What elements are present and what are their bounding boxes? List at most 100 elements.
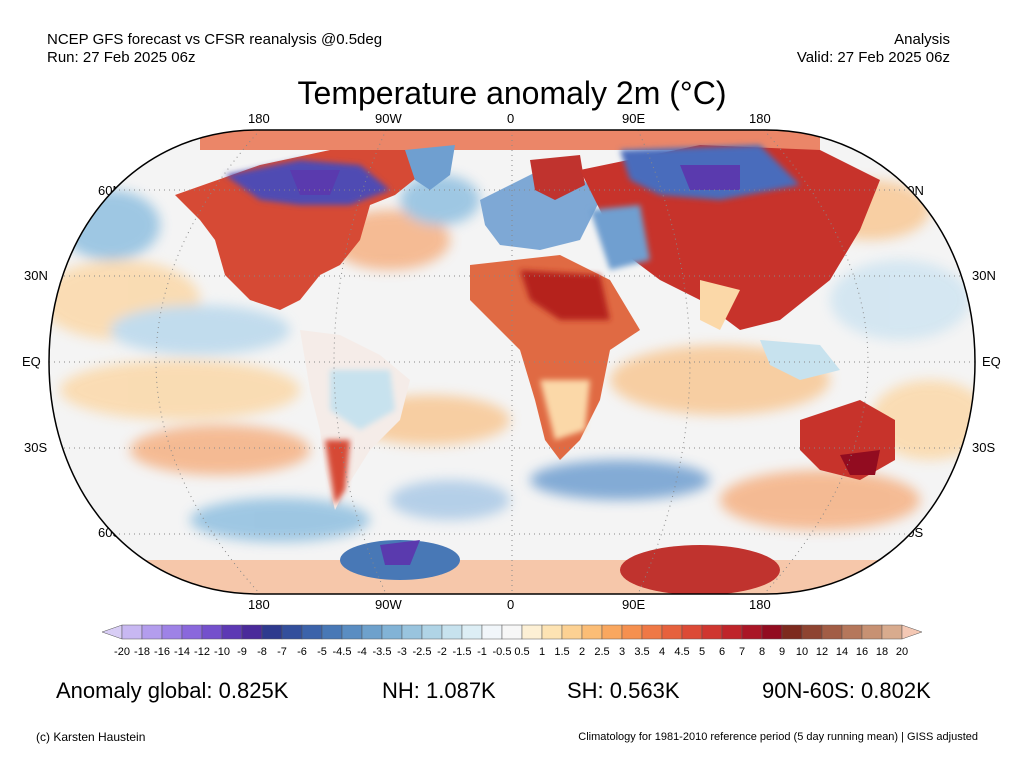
colorbar-tick-label: -18: [134, 646, 150, 658]
colorbar-high-extend: [901, 624, 923, 640]
colorbar-tick-label: -9: [237, 646, 247, 658]
colorbar-tick-label: 12: [815, 646, 829, 658]
colorbar-tick-label: 7: [738, 646, 746, 658]
colorbar-tick-label: 6: [718, 646, 726, 658]
colorbar-cell: [421, 624, 443, 640]
colorbar-cell: [861, 624, 883, 640]
colorbar-cell: [701, 624, 723, 640]
colorbar-cell: [721, 624, 743, 640]
run-time: Run: 27 Feb 2025 06z: [47, 49, 196, 66]
colorbar-tick-label: -3.5: [372, 646, 392, 658]
colorbar-cell: [801, 624, 823, 640]
colorbar-cell: [241, 624, 263, 640]
colorbar-cell: [121, 624, 143, 640]
analysis-label: Analysis: [894, 31, 950, 48]
colorbar-tick-label: 2: [578, 646, 586, 658]
colorbar-tick-label: -2: [437, 646, 447, 658]
colorbar-tick-label: -14: [174, 646, 190, 658]
colorbar-cell: [461, 624, 483, 640]
lon-label-bottom-0: 0: [507, 597, 515, 612]
colorbar-tick-label: 3.5: [634, 646, 650, 658]
colorbar-tick-label: -4: [357, 646, 367, 658]
colorbar-cell: [141, 624, 163, 640]
stat-90n-60s: 90N-60S: 0.802K: [762, 678, 931, 703]
colorbar-tick-label: 0.5: [514, 646, 530, 658]
colorbar-cell: [741, 624, 763, 640]
colorbar-cell: [161, 624, 183, 640]
colorbar-cell: [221, 624, 243, 640]
colorbar-tick-label: -7: [277, 646, 287, 658]
colorbar-tick-label: 2.5: [594, 646, 610, 658]
lon-label-top-90e: 90E: [622, 111, 646, 126]
colorbar-tick-label: -5: [317, 646, 327, 658]
colorbar-tick-label: 3: [618, 646, 626, 658]
colorbar-cell: [401, 624, 423, 640]
lon-label-bottom-180e: 180: [749, 597, 771, 612]
colorbar-tick-label: 20: [895, 646, 909, 658]
colorbar-cell: [881, 624, 903, 640]
colorbar-cell: [621, 624, 643, 640]
colorbar-tick-label: 16: [855, 646, 869, 658]
colorbar-low-extend: [101, 624, 123, 640]
colorbar-cell: [381, 624, 403, 640]
colorbar-tick-label: -1.5: [452, 646, 472, 658]
run-info: NCEP GFS forecast vs CFSR reanalysis @0.…: [47, 31, 382, 67]
colorbar-tick-label: 8: [758, 646, 766, 658]
colorbar-cell: [581, 624, 603, 640]
colorbar-tick-label: -8: [257, 646, 267, 658]
climatology-note: Climatology for 1981-2010 reference peri…: [578, 731, 978, 743]
colorbar-cell: [541, 624, 563, 640]
colorbar-cell: [201, 624, 223, 640]
colorbar-cell: [601, 624, 623, 640]
colorbar-cell: [301, 624, 323, 640]
lon-label-top-0: 0: [507, 111, 515, 126]
colorbar-tick-label: 10: [795, 646, 809, 658]
colorbar-cell: [261, 624, 283, 640]
colorbar-cell: [521, 624, 543, 640]
colorbar-cell: [501, 624, 523, 640]
colorbar-tick-label: 4.5: [674, 646, 690, 658]
colorbar-tick-label: -4.5: [332, 646, 352, 658]
colorbar-tick-label: 14: [835, 646, 849, 658]
graticule-lon-line: [333, 130, 387, 594]
graticule-lon-line: [155, 130, 261, 594]
lat-label-right-eq: EQ: [982, 354, 1001, 369]
colorbar-cell: [641, 624, 663, 640]
colorbar-tick-label: -12: [194, 646, 210, 658]
lat-label-right-30n: 30N: [972, 268, 996, 283]
colorbar-tick-label: -10: [214, 646, 230, 658]
colorbar-cell: [661, 624, 683, 640]
colorbar-tick-label: -20: [114, 646, 130, 658]
colorbar-cell: [361, 624, 383, 640]
colorbar-cell: [821, 624, 843, 640]
copyright: (c) Karsten Haustein: [36, 730, 146, 744]
stat-nh: NH: 1.087K: [382, 678, 496, 703]
colorbar-cell: [681, 624, 703, 640]
colorbar-cell: [341, 624, 363, 640]
colorbar-cell: [781, 624, 803, 640]
stat-global: Anomaly global: 0.825K: [56, 678, 289, 703]
colorbar-cell: [561, 624, 583, 640]
colorbar-tick-label: 1: [538, 646, 546, 658]
colorbar-tick-label: 9: [778, 646, 786, 658]
colorbar-tick-label: 1.5: [554, 646, 570, 658]
colorbar-tick-label: -2.5: [412, 646, 432, 658]
lon-label-bottom-90w: 90W: [375, 597, 402, 612]
lon-label-bottom-90e: 90E: [622, 597, 646, 612]
colorbar-tick-label: -0.5: [492, 646, 512, 658]
anomaly-field: [49, 130, 975, 594]
colorbar-cell: [761, 624, 783, 640]
colorbar-tick-label: 4: [658, 646, 666, 658]
colorbar-cell: [441, 624, 463, 640]
graticule-lon-line: [637, 130, 691, 594]
colorbar-tick-label: 18: [875, 646, 889, 658]
valid-info: Analysis Valid: 27 Feb 2025 06z: [797, 31, 950, 67]
lat-label-left-eq: EQ: [22, 354, 41, 369]
lon-label-top-90w: 90W: [375, 111, 402, 126]
colorbar-tick-label: -1: [477, 646, 487, 658]
colorbar-cell: [321, 624, 343, 640]
colorbar-cell: [841, 624, 863, 640]
graticule: [49, 130, 975, 594]
